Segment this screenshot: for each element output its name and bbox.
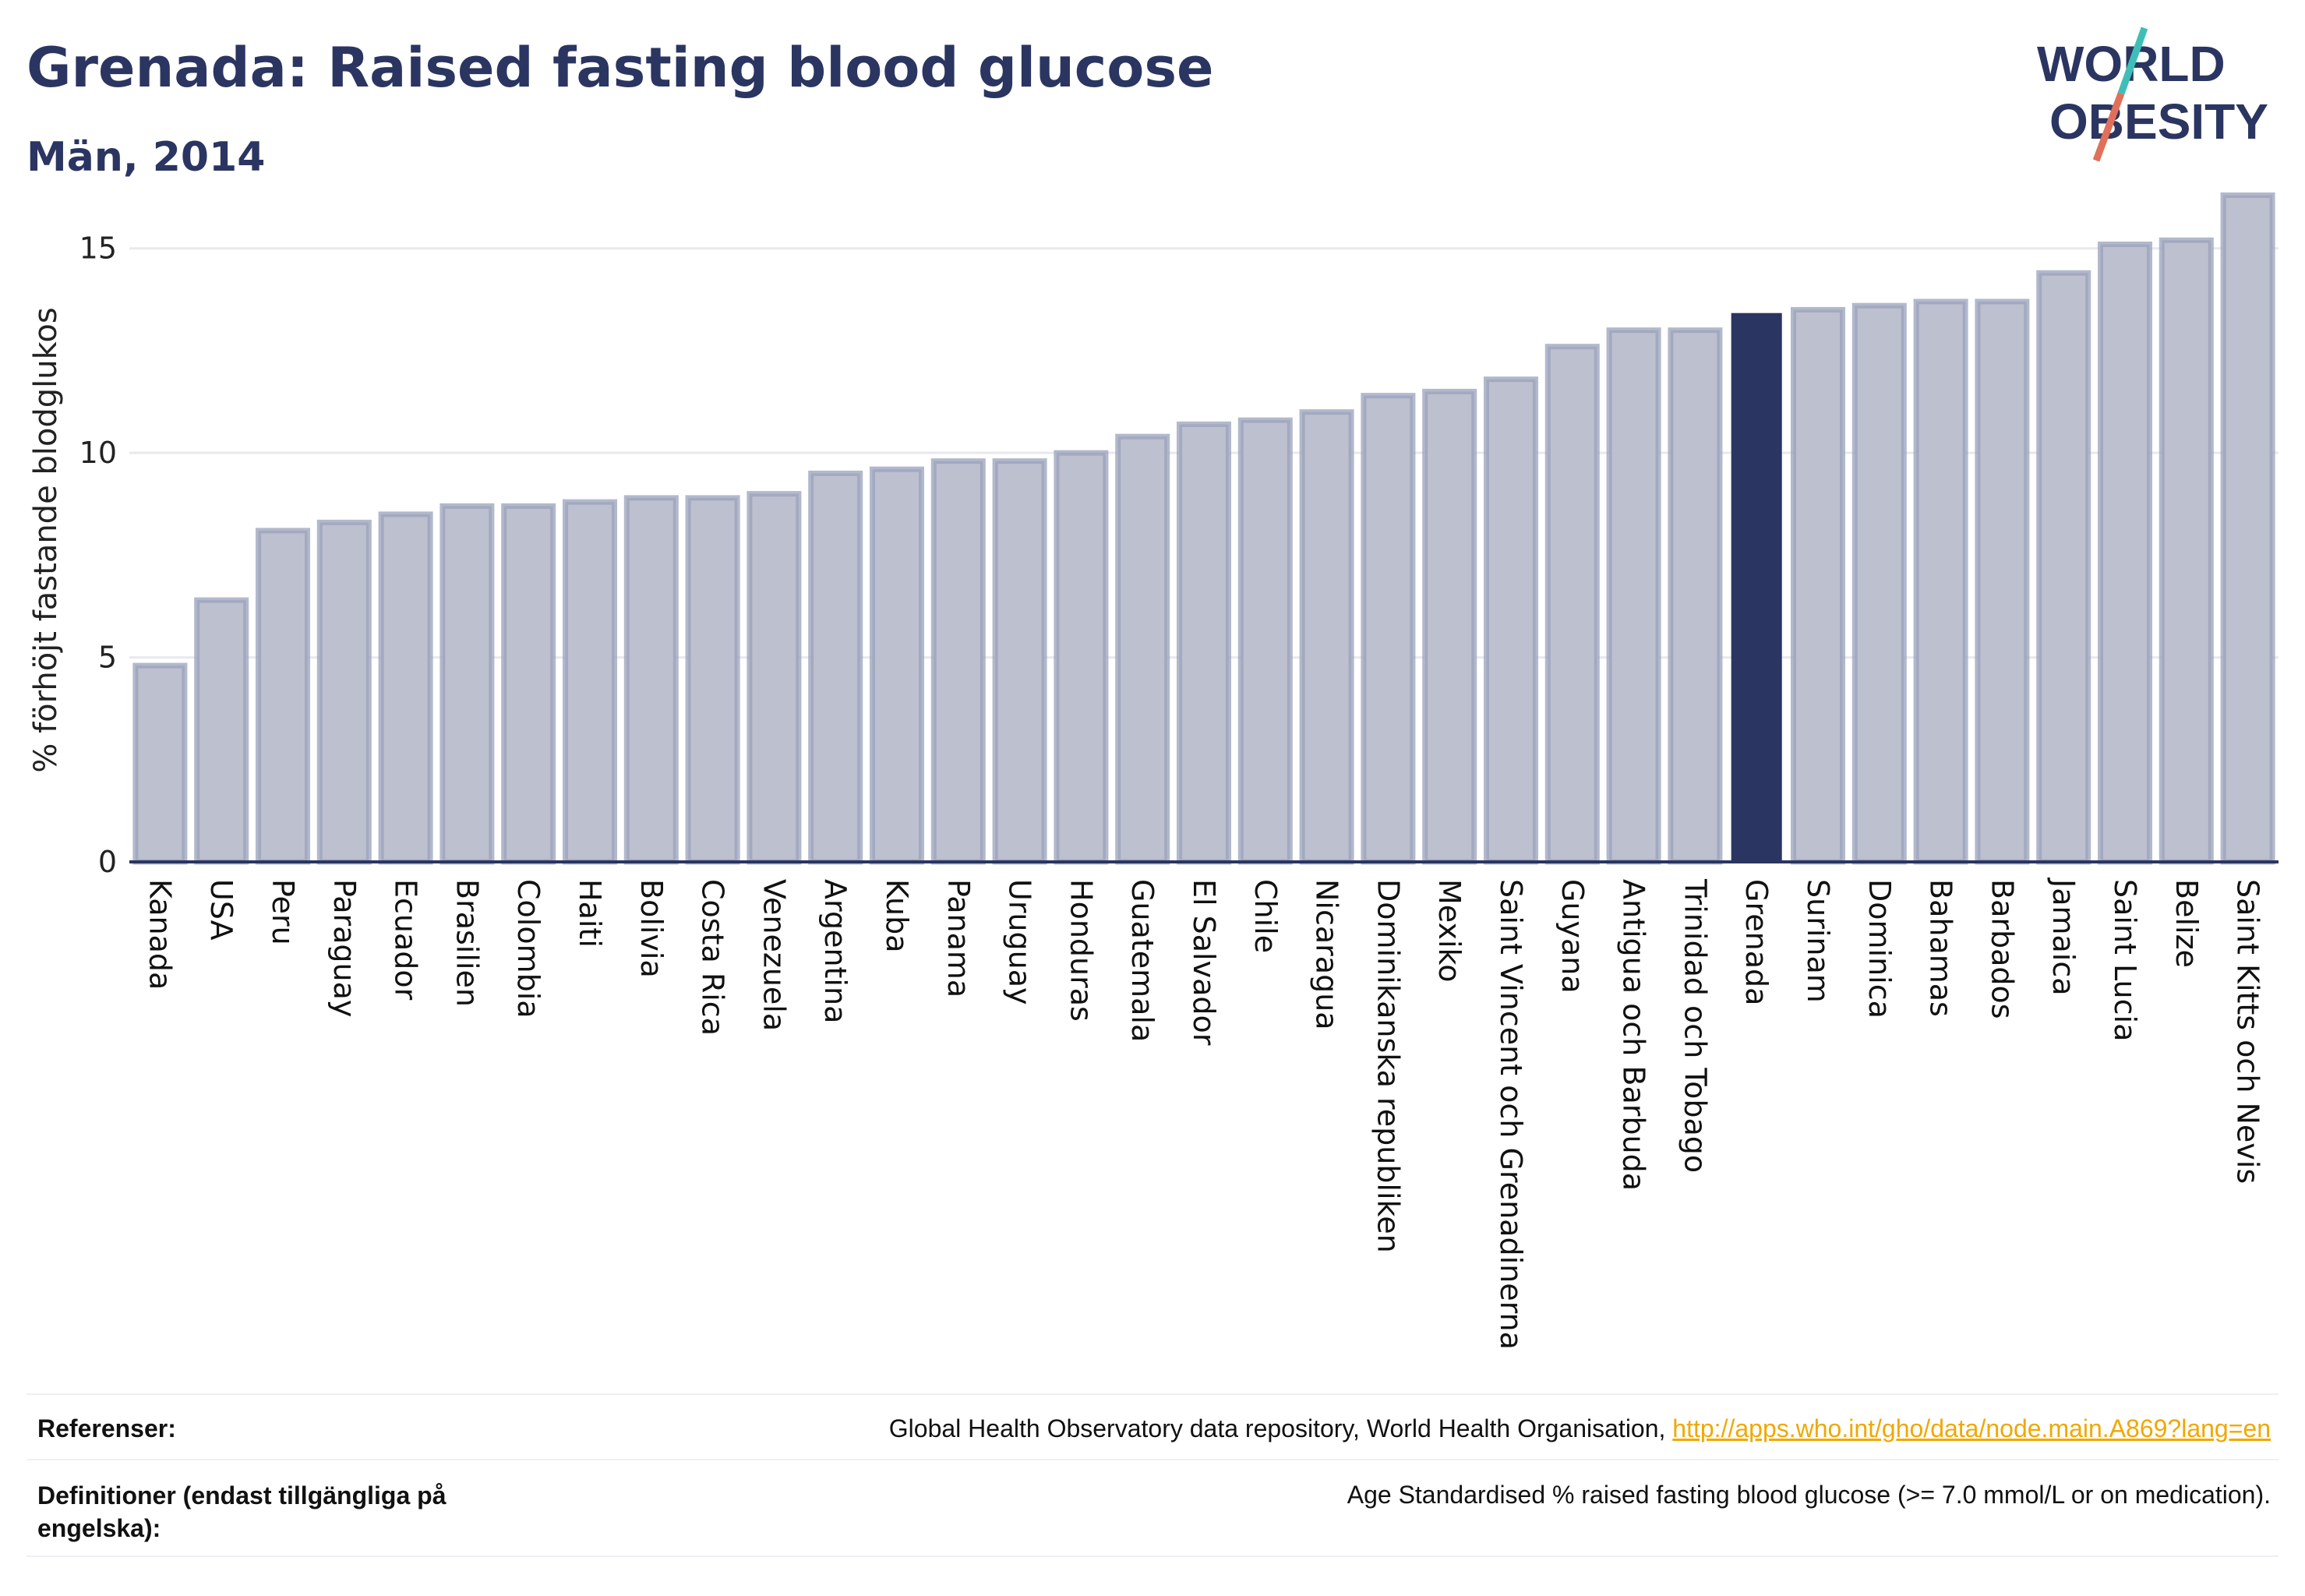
bar-highlight [1731,312,1782,863]
x-tick-label: Bahamas [1924,879,1958,1017]
bar [992,458,1047,865]
y-axis-title: % förhöjt fastande blodglukos [28,307,64,772]
x-tick-label: Jamaica [2046,877,2081,996]
x-tick-label: Nicaragua [1310,879,1344,1030]
x-tick-label: Belize [2169,879,2204,968]
x-tick-label: Costa Rica [696,879,730,1036]
bar [1299,409,1354,865]
bar [930,458,986,865]
logo-line-obesity: OBESITY [2049,94,2268,150]
bar [1851,302,1907,865]
bar [1668,327,1723,865]
logo-slash-coral [2092,92,2125,162]
bar [747,491,802,865]
x-tick-label: Dominikanska republiken [1371,879,1405,1253]
bar-chart: 0 5 10 15 % förhöjt fastande blodglukos Kanad… [28,192,2279,1350]
bar [1237,417,1293,865]
x-tick-label: Haiti [573,879,607,948]
y-tick-label: 15 [79,231,117,266]
definitions-text: Age Standardised % raised fasting blood … [1347,1481,2271,1509]
bar [2159,237,2214,865]
bar [255,528,311,865]
x-tick-label: Guyana [1555,879,1590,994]
x-tick-label: Brasilien [450,879,484,1007]
bar [1483,376,1539,865]
x-tick-label: El Salvador [1187,879,1221,1046]
x-tick-label: Kuba [880,879,914,953]
x-tick-label: Ecuador [389,879,423,1001]
bar [1422,388,1477,865]
y-tick-label: 5 [98,641,117,675]
bar [439,503,495,865]
x-tick-label: Surinam [1801,879,1835,1003]
logo-slash-teal [2117,26,2148,95]
references-source: Global Health Observatory data repositor… [888,1414,1673,1442]
y-tick-label: 10 [79,436,117,470]
bar [623,495,679,865]
x-tick-label: Saint Lucia [2108,879,2142,1041]
footer-divider-top [26,1393,2279,1395]
bar [1176,421,1232,865]
x-tick-label: Colombia [511,879,545,1019]
bar [378,511,433,865]
footer-divider-middle [26,1459,2279,1460]
bar [1361,393,1416,865]
x-tick-label: USA [204,879,238,941]
x-tick-label: Honduras [1064,879,1098,1022]
x-tick-label: Panama [941,879,976,998]
references-link[interactable]: http://apps.who.int/gho/data/node.main.A… [1672,1414,2271,1442]
bar [2220,192,2275,865]
x-tick-label: Argentina [818,879,852,1023]
x-tick-label: Paraguay [327,879,362,1017]
x-tick-label: Antigua och Barbuda [1617,879,1651,1191]
chart-subtitle: Män, 2014 [26,134,266,181]
bar [194,597,249,865]
bar [808,470,863,865]
x-tick-label: Saint Kitts och Nevis [2231,879,2265,1184]
x-tick-label: Mexiko [1432,879,1467,982]
bar [501,503,556,865]
x-tick-label: Saint Vincent och Grenadinerna [1494,879,1528,1350]
x-tick-label: Grenada [1739,879,1774,1005]
bar [132,662,188,865]
y-tick-label: 0 [98,845,117,879]
bar [2097,241,2153,865]
x-tick-label: Dominica [1862,879,1897,1019]
x-tick-label: Kanada [143,879,177,990]
definitions-label: Definitioner (endast tillgängliga på eng… [37,1481,447,1542]
bar [1790,306,1846,865]
x-tick-label: Peru [266,879,300,945]
x-tick-label: Trinidad och Tobago [1678,878,1712,1173]
bar [316,519,372,865]
x-tick-label: Chile [1248,879,1283,953]
world-obesity-logo: WORLD OBESITY [2037,26,2268,162]
bar [1054,450,1109,865]
footer-divider-bottom [26,1555,2279,1557]
bar [1606,327,1661,865]
x-tick-label: Venezuela [757,879,791,1031]
bar [1115,433,1170,865]
x-tick-label: Uruguay [1003,879,1037,1005]
x-tick-label: Barbados [1985,879,2019,1019]
references-text: Global Health Observatory data repositor… [889,1414,2271,1443]
bar [562,499,618,865]
bar [685,495,740,865]
bar [869,466,925,865]
chart-title: Grenada: Raised fasting blood glucose [26,36,1214,100]
references-label: Referenser: [37,1414,176,1442]
bar [1975,298,2030,865]
bar [2036,270,2091,865]
x-tick-label: Guatemala [1125,879,1160,1042]
bar [1913,298,1968,865]
x-tick-label: Bolivia [634,879,669,978]
bar [1544,344,1600,865]
